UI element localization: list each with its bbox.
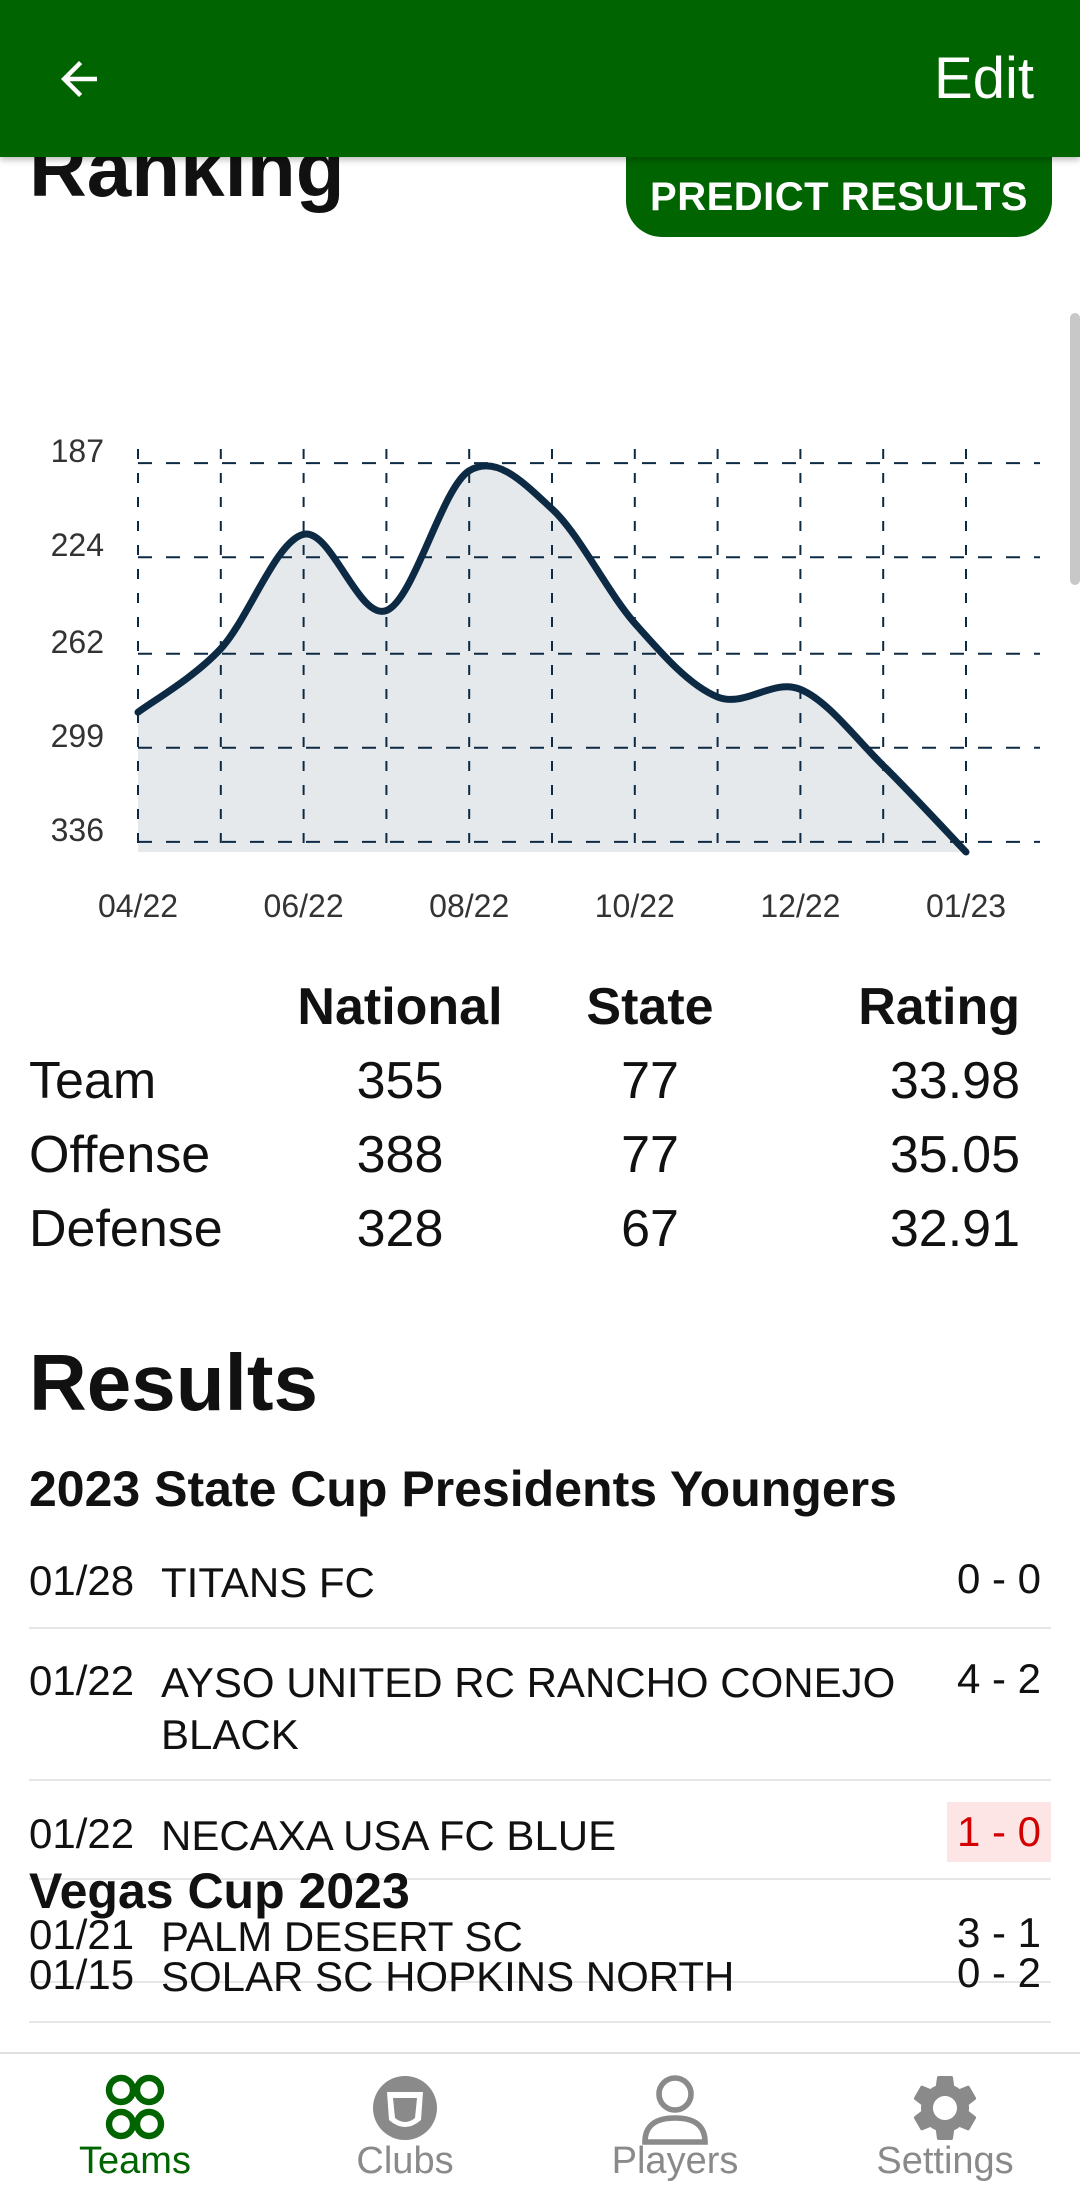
stats-state: 77 [621,1126,679,1184]
rating-header: Rating [858,978,1020,1036]
match-opponent: NECAXA USA FC BLUE [161,1812,617,1859]
stats-national: 328 [356,1200,444,1258]
x-tick-label: 04/22 [98,888,178,924]
stats-label: Offense [29,1126,211,1184]
edit-button[interactable]: Edit [934,46,1034,111]
match-opponent: SOLAR SC HOPKINS NORTH [161,1953,735,2000]
stats-state: 67 [621,1200,679,1258]
match-row[interactable]: 01/28 TITANS FC 0 - 0 [29,1557,1051,1629]
stats-rating: 33.98 [889,1052,1020,1110]
stats-label: Defense [29,1200,223,1258]
chart-series-line [134,462,970,856]
match-opponent: PALM DESERT SC [161,1913,523,1960]
results-group-title: 2023 State Cup Presidents Youngers [29,1461,897,1517]
nav-clubs[interactable]: Clubs [270,2054,540,2191]
match-score-loss: 1 - 0 [946,1802,1051,1862]
results-title: Results [29,1338,318,1427]
match-row[interactable]: 01/21 PALM DESERT SC 3 - 1 [29,1911,1051,1983]
nav-players[interactable]: Players [540,2054,810,2191]
arrow-left-icon [61,61,97,97]
y-tick-label: 224 [51,527,104,563]
match-score: 3 - 1 [956,1909,1041,1956]
results-group-title: Vegas Cup 2023 [29,1863,410,1919]
match-opponent: AYSO UNITED RC RANCHO CONEJO BLACK [161,1659,896,1758]
stats-rating: 32.91 [889,1200,1020,1258]
x-tick-label: 10/22 [595,888,675,924]
y-tick-label: 187 [51,437,104,469]
nav-label: Players [611,2140,739,2182]
app-bar: Edit [0,0,1080,157]
stats-label: Team [29,1052,157,1110]
ranking-chart: 187 224 262 299 336 04/22 06/22 08/22 10/22 12/22… [51,437,1040,924]
x-tick-label: 01/23 [926,888,1006,924]
match-row[interactable]: 01/22 AYSO UNITED RC RANCHO CONEJO BLACK… [29,1657,1051,1781]
stats-national: 355 [356,1052,444,1110]
stats-row-offense: Offense 388 77 35.05 [0,1125,1080,1199]
clubs-icon [373,2076,437,2140]
match-date: 01/22 [29,1657,135,1704]
match-score: 0 - 2 [956,1949,1041,1996]
scrollbar[interactable] [1070,313,1080,585]
x-tick-label: 12/22 [760,888,840,924]
match-row[interactable]: 01/22 NECAXA USA FC BLUE 1 - 0 [29,1802,1051,1880]
x-tick-label: 08/22 [429,888,509,924]
stats-header-row: National State Rating [0,977,1080,1051]
match-date: 01/21 [29,1911,135,1958]
x-tick-label: 06/22 [264,888,344,924]
stats-row-team: Team 355 77 33.98 [0,1051,1080,1125]
match-score: 0 - 0 [956,1555,1041,1602]
bottom-navigation: Teams Clubs Players Settings [0,2052,1080,2191]
match-row[interactable]: 01/15 SOLAR SC HOPKINS NORTH 0 - 2 [29,1951,1051,2023]
ranking-title: Ranking [29,157,345,213]
nav-settings[interactable]: Settings [810,2054,1080,2191]
nav-label: Clubs [356,2140,454,2182]
stats-state: 77 [621,1052,679,1110]
match-score: 4 - 2 [956,1655,1041,1702]
chart-area-fill [138,465,966,852]
nav-label: Settings [876,2140,1014,2182]
stats-rating: 35.05 [889,1126,1020,1184]
teams-icon [105,2074,165,2140]
match-date: 01/28 [29,1557,135,1604]
state-header: State [586,978,714,1036]
predict-results-button[interactable]: PREDICT RESULTS [626,157,1052,237]
stats-national: 388 [356,1126,444,1184]
match-date: 01/22 [29,1810,135,1857]
settings-icon [913,2076,977,2140]
stats-row-defense: Defense 328 67 32.91 [0,1199,1080,1273]
match-date: 01/15 [29,1951,135,1998]
nav-teams[interactable]: Teams [0,2054,270,2191]
nav-label: Teams [79,2140,191,2182]
back-button[interactable] [44,44,114,114]
y-tick-label: 299 [51,718,104,754]
y-tick-label: 336 [51,812,104,848]
main-content[interactable]: Ranking PREDICT RESULTS 187 224 262 299 336 0… [0,157,1080,2052]
players-icon [642,2075,708,2145]
match-opponent: TITANS FC [161,1559,375,1606]
national-header: National [297,978,503,1036]
y-tick-label: 262 [51,624,104,660]
